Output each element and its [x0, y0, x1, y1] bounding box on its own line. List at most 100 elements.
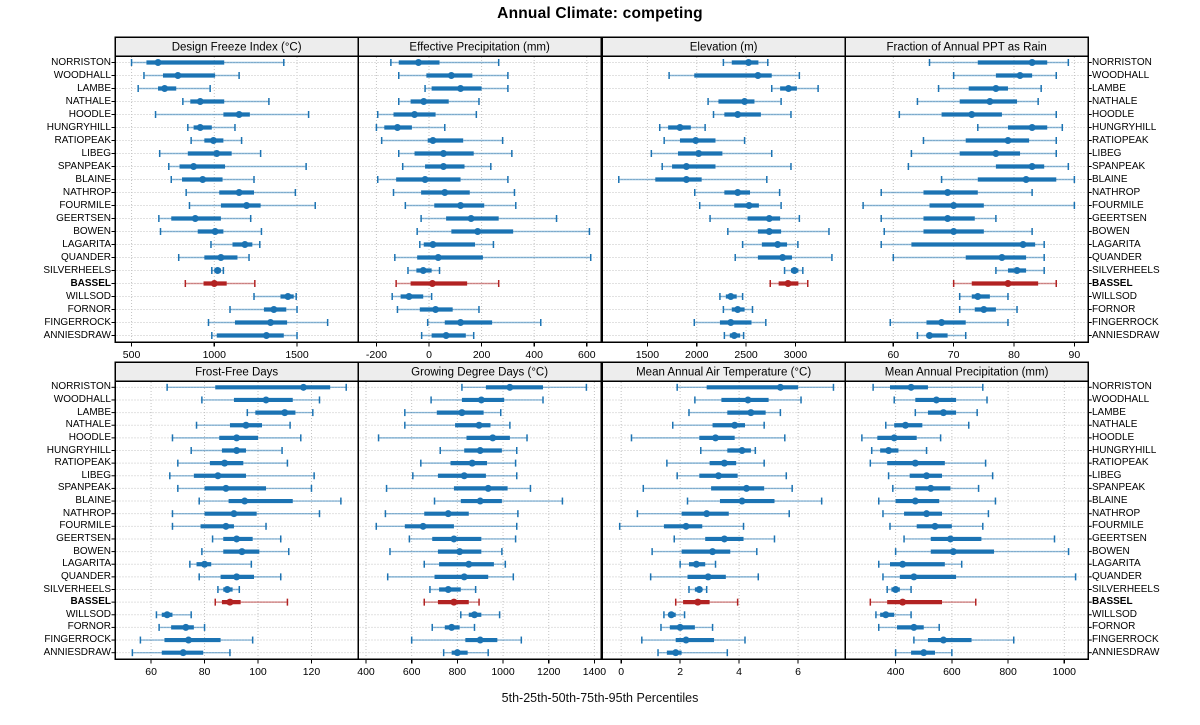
median-dot: [1022, 176, 1030, 183]
median-dot: [919, 649, 927, 657]
percentile-row-fingerrock: [207, 319, 329, 326]
station-label: BOWEN: [1092, 225, 1130, 237]
median-dot: [270, 306, 278, 313]
station-label: LAMBE: [77, 406, 111, 418]
median-dot: [476, 636, 484, 644]
x-tick-label: 1000: [492, 666, 516, 678]
percentile-row-lambe: [424, 85, 509, 92]
station-label: SILVERHEELS: [43, 264, 111, 276]
median-dot: [221, 459, 229, 467]
percentile-row-fourmile: [375, 522, 518, 530]
station-label: NATHALE: [1092, 419, 1138, 431]
panel-body: [844, 55, 1089, 343]
percentile-row-willsod: [718, 293, 743, 300]
panel-body: [600, 55, 846, 343]
median-dot: [949, 548, 957, 556]
percentile-row-spanpeak: [642, 484, 793, 492]
median-dot: [460, 472, 468, 480]
median-dot: [1016, 72, 1024, 79]
percentile-row-libeg: [910, 150, 1057, 157]
median-dot: [1028, 163, 1036, 170]
station-label: WILLSOD: [65, 290, 111, 302]
median-dot: [233, 447, 241, 454]
percentile-row-blaine: [170, 176, 255, 183]
station-label: BOWEN: [73, 225, 111, 237]
percentile-row-willsod: [253, 293, 297, 300]
median-dot: [457, 202, 465, 209]
percentile-row-lagarita: [419, 241, 495, 248]
station-label: FINGERROCK: [44, 634, 111, 646]
percentile-row-ratiopeak: [662, 137, 745, 144]
x-tick-label: 1500: [285, 349, 309, 361]
median-dot: [890, 434, 898, 442]
station-label: ANNIESDRAW: [43, 646, 111, 658]
percentile-row-spanpeak: [891, 484, 980, 492]
x-tick-label: 600: [578, 349, 596, 361]
median-dot: [726, 319, 734, 326]
median-dot: [468, 459, 476, 467]
percentile-row-ratiopeak: [922, 137, 1057, 144]
x-tick-label: 400: [887, 666, 905, 678]
percentile-row-nathale: [671, 421, 765, 429]
median-dot: [911, 497, 919, 505]
percentile-row-fingerrock: [912, 636, 1015, 644]
x-tick-label: 90: [1068, 349, 1080, 361]
station-label: HUNGRYHILL: [46, 121, 111, 133]
median-dot: [753, 72, 761, 79]
median-dot: [922, 472, 930, 480]
median-dot: [444, 586, 452, 593]
x-tick-label: 1000: [1052, 666, 1076, 678]
x-axis: 60 80 100 120: [145, 659, 320, 678]
percentile-row-fingerrock: [427, 319, 542, 326]
percentile-row-blaine: [198, 497, 342, 505]
median-dot: [776, 383, 784, 391]
percentile-row-woodhall: [143, 72, 240, 79]
station-label: WILLSOD: [1092, 290, 1138, 302]
row-ticks: [111, 62, 115, 336]
median-dot: [730, 332, 738, 339]
median-dot: [742, 484, 750, 492]
station-label: NATHROP: [1092, 186, 1141, 198]
percentile-row-fingerrock: [889, 319, 1009, 326]
median-dot: [992, 150, 1000, 157]
percentile-row-nathale: [884, 421, 970, 429]
percentile-row-spanpeak: [177, 484, 313, 492]
station-label: RATIOPEAK: [1092, 134, 1149, 146]
panel-fraction-of-annual-ppt-as-rain: Fraction of Annual PPT as Rain 60 70 80 90: [844, 36, 1092, 361]
percentile-row-woodhall: [667, 72, 800, 79]
median-dot: [682, 636, 690, 644]
station-label: BLAINE: [1092, 495, 1128, 507]
median-dot: [210, 280, 218, 287]
station-label: WOODHALL: [1092, 69, 1150, 81]
percentile-row-libeg: [887, 472, 994, 480]
median-dot: [465, 560, 473, 568]
median-dot: [974, 293, 982, 300]
station-label: RATIOPEAK: [54, 134, 112, 146]
station-label: LAMBE: [1092, 82, 1126, 94]
percentile-row-bassel: [214, 598, 289, 606]
percentile-row-lambe: [687, 409, 781, 417]
percentile-row-bassel: [184, 280, 256, 287]
x-tick-label: 400: [357, 666, 375, 678]
percentile-row-bassel: [423, 598, 481, 606]
percentile-row-spanpeak: [402, 163, 492, 170]
station-label: LIBEG: [81, 469, 111, 481]
median-dot: [182, 623, 190, 631]
median-dot: [949, 202, 957, 209]
percentile-row-nathale: [404, 421, 511, 429]
station-label: LIBEG: [1092, 147, 1122, 159]
percentile-row-lambe: [404, 409, 502, 417]
median-dot: [415, 59, 423, 66]
median-dot: [233, 434, 241, 442]
station-label: SPANPEAK: [57, 160, 111, 172]
percentile-row-libeg: [650, 150, 772, 157]
percentile-row-lagarita: [189, 560, 253, 568]
station-label: HOODLE: [1092, 108, 1135, 120]
median-dot: [489, 434, 497, 442]
x-tick-label: 80: [199, 666, 211, 678]
median-dot: [733, 306, 741, 313]
station-label: NORRISTON: [1092, 56, 1152, 68]
percentile-row-anniesdraw: [421, 332, 475, 339]
percentile-row-willsod: [391, 293, 433, 300]
station-label: LAGARITA: [62, 558, 111, 570]
